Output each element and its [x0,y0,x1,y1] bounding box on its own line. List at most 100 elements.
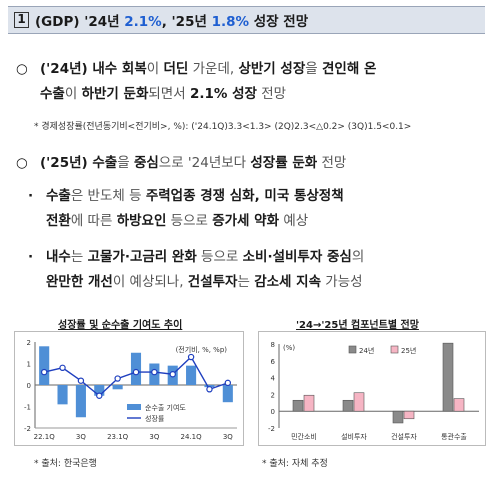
growth-point [169,371,176,378]
growth-point [187,353,195,361]
title-part: (GDP) '24년 [35,14,125,30]
text-segment: 은 반도체 등 [70,188,146,204]
text-segment: 이 [146,61,164,77]
growth-point [40,368,48,376]
text-segment: 수출 [40,86,65,102]
y-tick-label: 1 [27,361,31,369]
sub-bullet-domestic-line1: 내수는 고물가·고금리 완화 등으로 소비·설비투자 중심의 [46,246,364,269]
chart2-frame: -2 0 2 4 6 8 (%) 민간소비 설비투자 건설투자 통관수출 24년 25년 [258,331,486,446]
component-bar [442,342,454,412]
x-tick-label: 설비투자 [341,432,367,441]
text-segment: 증가세 약화 [212,213,280,229]
text-segment: ('24년) 내수 회복 [40,61,147,77]
growth-point [114,375,121,382]
net-export-bar [94,385,105,396]
text-segment: 하반기 둔화 [81,86,149,102]
growth-point [96,392,103,399]
chart1-frame: -2 -1 0 1 2 (전기비, %, %p) 22.1Q 3Q 23.1Q 3Q 24.1Q 3Q… [14,331,244,446]
text-segment: 소비·설비투자 중심 [242,249,352,265]
chart1-source: * 출처: 한국은행 [34,459,97,469]
component-bar [392,410,404,424]
y-tick-label: -2 [268,425,275,433]
component-outlook-chart: -2 0 2 4 6 8 (%) 민간소비 설비투자 건설투자 통관수출 24년 25년 [268,341,479,441]
title-2025-rate: 1.8% [211,14,250,30]
section-header: 1 (GDP) '24년 2.1%, '25년 1.8% 성장 전망 [8,6,485,34]
component-bar [403,410,415,420]
net-export-bar [112,385,123,390]
x-tick-label: 22.1Q [34,433,56,441]
bullet-2024-line1: ('24년) 내수 회복이 더딘 가운데, 상반기 성장을 견인해 온 [40,58,376,81]
sub-bullet-domestic-marker: · [28,249,34,265]
x-tick-label: 3Q [149,433,159,441]
sub-bullet-domestic-line2: 완만한 개선이 예상되나, 건설투자는 감소세 지속 가능성 [46,271,363,294]
unit-label: (전기비, %, %p) [176,345,228,354]
text-segment: 상반기 성장 [238,61,306,77]
legend-label-growth: 성장률 [145,414,165,423]
text-segment: 수출 [46,188,71,204]
text-segment: 전망 [317,155,347,171]
title-2024-rate: 2.1% [124,14,162,30]
x-tick-label: 건설투자 [391,432,417,441]
text-segment: 등으로 [196,249,243,265]
text-segment: 에 따른 [70,213,117,229]
text-segment: 이 예상되나, [112,274,188,290]
bullet-2024-line2: 수출이 하반기 둔화되면서 2.1% 성장 전망 [40,83,286,106]
title-part: 성장 전망 [249,14,309,30]
sub-bullet-export-marker: · [28,188,34,204]
section-number: 1 [14,12,29,28]
component-bar [303,394,315,412]
text-segment: 더딘 [163,61,189,77]
growth-point [224,379,232,387]
growth-point [151,368,158,376]
growth-point [59,364,66,372]
x-tick-label: 통관수출 [441,432,467,441]
x-tick-label: 3Q [76,433,86,441]
text-segment: ('25년) 수출 [40,155,118,171]
legend-label: 25년 [401,346,416,355]
text-segment: 가운데, [188,61,239,77]
component-bar [292,399,304,412]
component-bar [353,392,365,412]
text-segment: 을 [117,155,134,171]
legend-swatch-net-export [127,404,141,410]
gdp-growth-note: * 경제성장률(전년동기비<전기비>, %): ('24.1Q)3.3<1.3>… [34,122,412,132]
text-segment: 전환 [46,213,71,229]
net-export-bar [130,352,142,385]
text-segment: 고물가·고금리 완화 [87,249,197,265]
growth-point [206,386,213,393]
net-export-bar [75,385,86,418]
text-segment: 중심 [133,155,159,171]
sub-bullet-export-line1: 수출은 반도체 등 주력업종 경쟁 심화, 미국 통상정책 [46,185,344,208]
text-segment: 이 [64,86,82,102]
growth-net-export-chart: -2 -1 0 1 2 (전기비, %, %p) 22.1Q 3Q 23.1Q 3Q 24.1Q 3Q… [24,339,237,441]
text-segment: 완만한 개선 [46,274,113,290]
y-tick-label: -1 [24,404,31,412]
text-segment: 등으로 [166,213,213,229]
legend-swatch [390,345,399,354]
text-segment: 성장률 둔화 [250,155,318,171]
text-segment: 주력업종 경쟁 심화, 미국 통상정책 [145,188,344,204]
legend-label-net-export: 순수출 기여도 [145,403,186,412]
x-tick-label: 민간소비 [291,432,317,441]
net-export-bar [186,365,197,385]
y-tick-label: 4 [271,375,276,383]
x-tick-label: 23.1Q [107,433,129,441]
y-tick-label: 0 [271,408,275,416]
text-segment: 가능성 [321,274,363,290]
text-segment: 는 [237,274,255,290]
chart2-title: '24→'25년 컴포넌트별 전망 [296,320,419,331]
net-export-bar [39,346,50,385]
chart2-source: * 출처: 자체 추정 [262,459,328,469]
text-segment: 2.1% 성장 [189,86,257,102]
growth-point [132,368,140,376]
legend-swatch [348,345,357,354]
bullet-2025-marker: ○ [16,155,28,171]
text-segment: 감소세 지속 [254,274,322,290]
text-segment: 예상 [279,213,309,229]
y-tick-label: 2 [27,339,31,347]
text-segment: 전망 [256,86,287,102]
legend-label: 24년 [359,346,374,355]
net-export-bar [57,385,68,405]
title-part: , '25년 [161,14,212,30]
y-tick-label: 8 [271,341,275,349]
